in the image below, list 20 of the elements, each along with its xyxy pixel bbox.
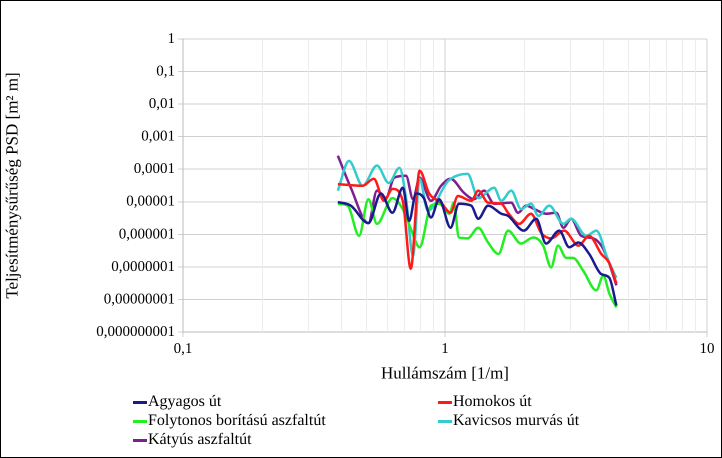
x-tick-label: 10 — [700, 340, 714, 357]
y-tick-label: 0,00001 — [126, 194, 175, 210]
y-tick-label: 0,01 — [148, 96, 175, 112]
y-tick-label: 0,1 — [156, 63, 175, 80]
legend-label: Kavicsos murvás út — [453, 412, 580, 430]
y-tick-label: 1 — [168, 30, 175, 47]
legend-label: Kátyús aszfaltút — [148, 431, 252, 449]
y-axis-title: Teljesítménysűrűség PSD [m² m] — [2, 72, 22, 299]
y-tick-label: 0,000001 — [118, 226, 175, 242]
y-tick-label: 0,00000001 — [104, 291, 175, 308]
legend-label: Folytonos borítású aszfaltút — [148, 412, 326, 430]
x-axis-title: Hullámszám [1/m] — [381, 363, 509, 382]
y-tick-label: 0,0000001 — [111, 258, 175, 275]
legend-label: Homokos út — [453, 393, 532, 411]
y-tick-label: 0,001 — [141, 128, 175, 145]
y-tick-label: 0,0001 — [134, 161, 175, 178]
legend-label: Agyagos út — [148, 393, 222, 411]
x-tick-label: 0,1 — [174, 340, 192, 357]
y-tick-label: 0,000000001 — [96, 324, 175, 340]
x-tick-label: 1 — [441, 340, 449, 357]
